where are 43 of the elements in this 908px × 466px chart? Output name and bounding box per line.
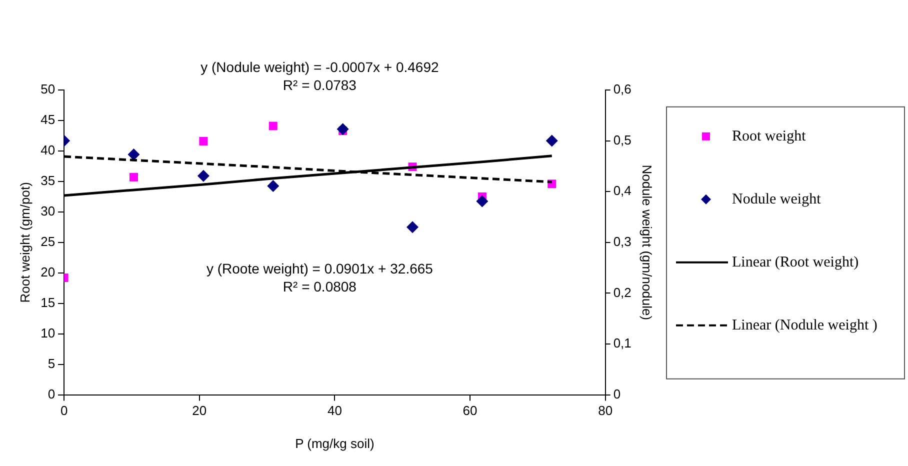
y-tick-label: 45 [40, 112, 56, 128]
point [130, 172, 138, 182]
y-tick-label: 0 [48, 386, 56, 402]
y2-axis-title: Nodule weight (gm/nodule) [640, 164, 655, 320]
point [476, 195, 488, 208]
y-tick-label: 35 [40, 173, 56, 188]
y-tick-label: 15 [40, 294, 56, 310]
text: y (Nodule weight) = -0.0007x + 0.4692 [200, 58, 439, 75]
y-tick-label: 20 [40, 264, 56, 280]
y-tick-label: 25 [40, 234, 56, 249]
y2-tick-label: 0,1 [613, 336, 632, 351]
legend-label: Linear (Root weight) [732, 254, 859, 270]
y-tick-label: 40 [40, 142, 56, 158]
y-tick-label: 5 [48, 356, 56, 371]
annotation: R² = 0.0808 [282, 278, 357, 295]
x-tick-label: 20 [192, 403, 207, 418]
y2-tick-label: 0,5 [613, 132, 632, 148]
point [267, 180, 280, 192]
point [268, 122, 278, 130]
y2-tick-label: 0,2 [613, 284, 632, 300]
legend-label: Nodule weight [732, 191, 822, 208]
point [199, 136, 208, 146]
point [197, 170, 210, 182]
annotation: R² = 0.0783 [282, 76, 357, 93]
y-tick-label: 10 [40, 325, 56, 340]
annotation: y (Roote weight) = 0.0901x + 32.665 [206, 260, 434, 277]
y2-tick-label: 0,3 [613, 234, 632, 249]
y2-tick-label: 0,4 [613, 183, 632, 198]
y-axis-title: Root weight (gm/pot) [17, 182, 32, 303]
point [336, 123, 349, 136]
y-tick-label: 30 [40, 204, 56, 218]
point [546, 134, 558, 147]
x-tick-label: 40 [327, 403, 342, 418]
y2-tick-label: 0 [613, 386, 621, 402]
legend-label: Root weight [732, 128, 807, 144]
x-tick-label: 60 [462, 403, 478, 418]
x-tick-label: 0 [60, 403, 68, 418]
x-axis-title: P (mg/kg soil) [295, 436, 374, 451]
y-tick-label: 50 [40, 82, 56, 97]
point [406, 221, 418, 234]
legend-label: Linear (Nodule weight ) [732, 317, 878, 334]
x-tick-label: 80 [598, 403, 613, 418]
y2-tick-label: 0,6 [613, 82, 632, 97]
